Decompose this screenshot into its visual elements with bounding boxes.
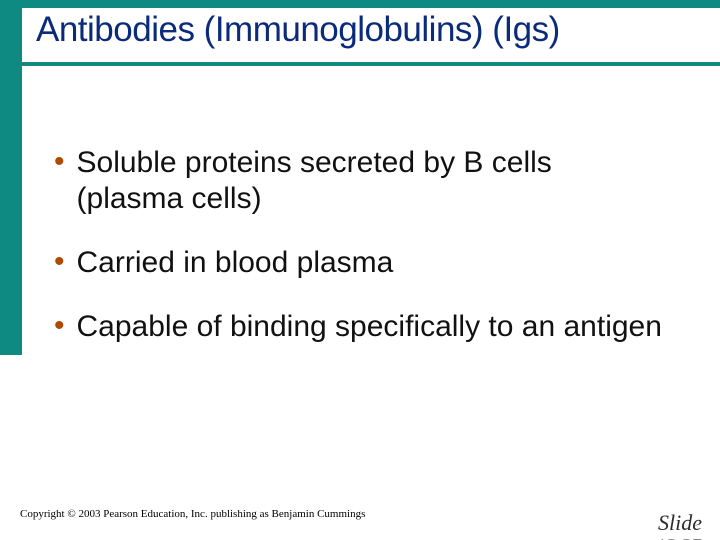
bullet-icon: • bbox=[54, 145, 65, 179]
bullet-icon: • bbox=[54, 309, 65, 343]
list-item: • Soluble proteins secreted by B cells (p… bbox=[54, 145, 666, 217]
slide-number: 12 37 bbox=[657, 535, 702, 540]
bullet-text: Capable of binding specifically to an an… bbox=[77, 309, 662, 345]
bullet-list: • Soluble proteins secreted by B cells (p… bbox=[54, 145, 666, 373]
list-item: • Capable of binding specifically to an a… bbox=[54, 309, 666, 345]
bullet-text: Carried in blood plasma bbox=[77, 245, 394, 281]
title-underline bbox=[0, 62, 720, 66]
list-item: • Carried in blood plasma bbox=[54, 245, 666, 281]
bullet-text: Soluble proteins secreted by B cells (pl… bbox=[77, 145, 666, 217]
left-accent-bar bbox=[0, 0, 22, 355]
bullet-icon: • bbox=[54, 245, 65, 279]
slide-label: Slide bbox=[658, 510, 702, 536]
slide-title: Antibodies (Immunoglobulins) (Igs) bbox=[36, 10, 706, 50]
top-accent-bar bbox=[0, 0, 720, 8]
title-area: Antibodies (Immunoglobulins) (Igs) bbox=[36, 10, 706, 50]
copyright-text: Copyright © 2003 Pearson Education, Inc.… bbox=[20, 508, 365, 520]
